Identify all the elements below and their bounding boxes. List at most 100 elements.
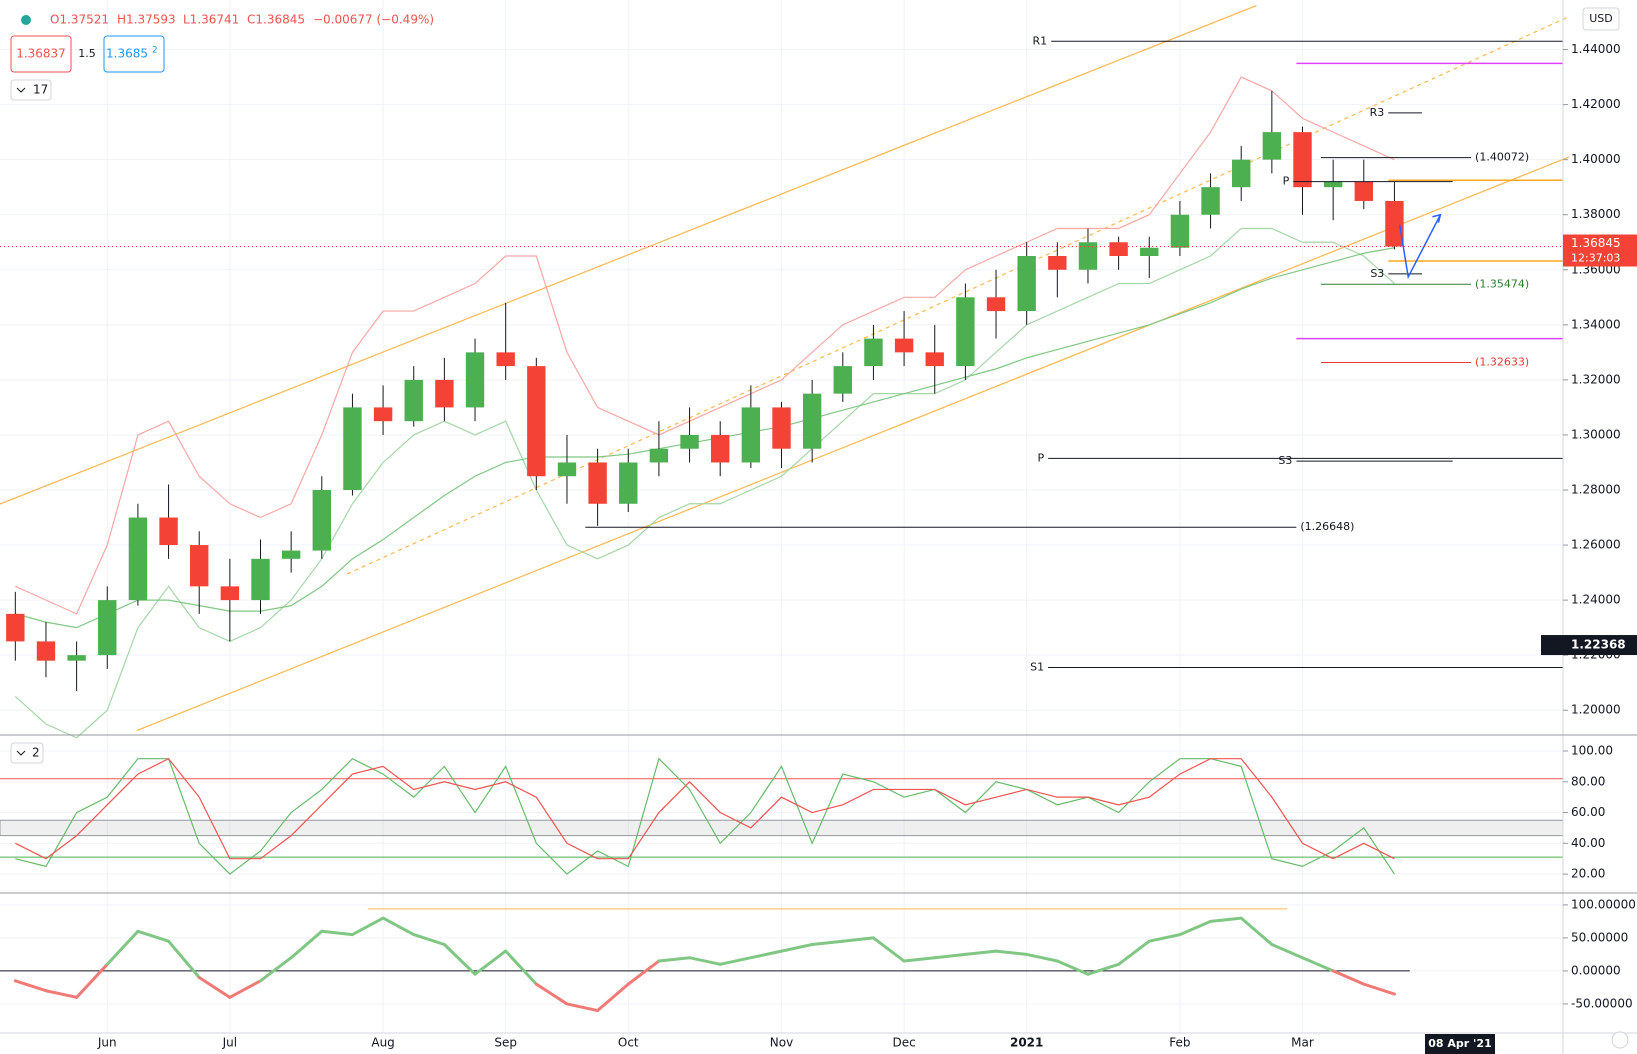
last-price-badge	[1563, 234, 1637, 267]
pivot-label: P	[1037, 451, 1044, 464]
bid[interactable]: 1.36837	[16, 47, 66, 61]
y-tick-label: 1.42000	[1571, 97, 1621, 111]
indicator-segment	[105, 929, 140, 966]
pivot-label: P	[1283, 175, 1290, 188]
arrow-head	[1432, 213, 1442, 223]
chevron	[16, 87, 26, 93]
y-tick-label: 80.00	[1571, 774, 1605, 788]
indicator-segment	[473, 949, 508, 976]
pivot-label: R1	[1033, 34, 1048, 47]
indicator-segment	[259, 956, 293, 983]
candle-body	[1293, 132, 1312, 188]
x-tick-label: Mar	[1291, 1036, 1314, 1050]
indicator-segment	[136, 929, 171, 943]
y-tick-label: 100.00000	[1571, 897, 1636, 911]
indicator-segment	[320, 929, 354, 937]
chevron	[16, 750, 26, 756]
candle-body	[98, 600, 117, 656]
ask[interactable]: 1.3685	[106, 47, 148, 61]
y-tick-label: 1.24000	[1571, 593, 1621, 607]
stoch-band	[0, 819, 1564, 837]
indicator-segment	[871, 936, 906, 963]
pivot-label: R3	[1370, 106, 1385, 119]
candle-body	[833, 366, 852, 394]
indicator-segment	[841, 936, 875, 943]
x-tick-label: Nov	[770, 1036, 793, 1050]
y-tick-label: 40.00	[1571, 836, 1605, 850]
candle-body	[1078, 242, 1098, 270]
auto-scale-button[interactable]	[1611, 1031, 1629, 1049]
candle-body	[1017, 256, 1036, 312]
channel-line	[0, 4, 1257, 505]
indicator-segment	[780, 943, 814, 953]
candle-body	[1170, 214, 1190, 248]
candle-body	[864, 338, 883, 367]
pane-count[interactable]: 2	[32, 746, 40, 760]
pivot-label: (1.35474)	[1475, 277, 1529, 290]
pivot-label: (1.26648)	[1300, 520, 1354, 533]
indicator-segment	[810, 939, 845, 947]
candle-body	[128, 517, 148, 601]
open: O1.37521	[50, 13, 109, 27]
candle-body	[251, 558, 270, 601]
ask-superscript[interactable]: 2	[152, 46, 158, 56]
indicator-segment	[504, 949, 538, 986]
candle-body	[1385, 200, 1404, 247]
indicator-count[interactable]: 17	[33, 83, 48, 97]
indicator-segment	[1117, 939, 1151, 966]
y-tick-label: 100.00	[1571, 744, 1613, 758]
indicator-segment	[228, 979, 262, 999]
candle-body	[1232, 159, 1251, 188]
candle-body	[404, 379, 423, 422]
overlay-line	[15, 76, 1395, 615]
currency-button[interactable]	[1582, 7, 1620, 31]
candle-body	[925, 352, 944, 367]
indicator-segment	[381, 916, 416, 937]
candle-body	[772, 407, 791, 449]
candle-body	[649, 448, 669, 463]
indicator-segment	[289, 929, 324, 960]
candle-body	[956, 297, 975, 367]
indicators-toggle[interactable]	[10, 79, 52, 101]
indicator-segment	[994, 949, 1029, 956]
indicator-segment	[44, 989, 79, 999]
indicator-line	[15, 757, 1395, 875]
y-tick-label: 20.00	[1571, 867, 1605, 881]
crosshair-label: 1.22368	[1571, 638, 1626, 652]
x-tick-label: Jul	[222, 1036, 237, 1050]
status-dot	[21, 15, 31, 25]
sell-button[interactable]	[10, 35, 72, 73]
y-tick-label: 60.00	[1571, 805, 1605, 819]
indicator-segment	[13, 979, 48, 993]
y-tick-label: -50.00000	[1571, 996, 1633, 1010]
crosshair-plus	[1541, 635, 1563, 656]
x-tick-label: Sep	[494, 1036, 517, 1050]
indicator-segment	[75, 962, 109, 999]
overlay-line	[14, 227, 1395, 739]
currency[interactable]: USD	[1589, 12, 1613, 25]
indicator-segment	[626, 959, 661, 986]
candle-body	[741, 407, 761, 463]
indicator-segment	[749, 949, 783, 960]
x-tick-label: Aug	[371, 1036, 394, 1050]
indicator-segment	[1209, 916, 1243, 923]
indicator-segment	[442, 943, 477, 976]
candle-body	[619, 462, 638, 504]
y-tick-label: 0.00000	[1571, 963, 1621, 977]
indicator-segment	[902, 956, 937, 963]
indicator-segment	[718, 956, 753, 966]
pane-toggle[interactable]	[10, 742, 44, 764]
close: C1.36845	[247, 13, 305, 27]
indicator-segment	[534, 982, 569, 1006]
indicator-segment	[167, 939, 201, 980]
y-tick-label: 50.00000	[1571, 930, 1628, 944]
low: L1.36741	[183, 13, 239, 27]
x-tick-label: Dec	[892, 1036, 915, 1050]
buy-button[interactable]	[103, 35, 165, 73]
indicator-segment	[1055, 959, 1090, 976]
date-badge	[1425, 1034, 1495, 1054]
candle-body	[496, 352, 515, 367]
indicator-line	[15, 757, 1395, 860]
